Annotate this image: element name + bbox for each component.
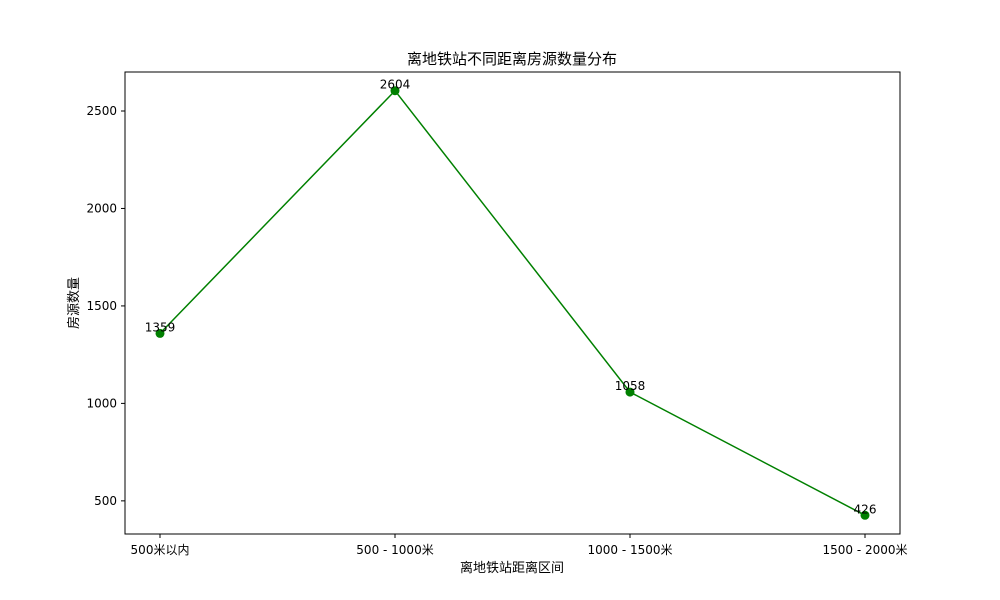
x-axis: 500米以内 500 - 1000米 1000 - 1500米 1500 - 2000… (131, 534, 908, 557)
data-point (860, 510, 870, 520)
y-axis: 500 1000 1500 2000 2500 (86, 104, 125, 508)
y-tick-label: 1500 (86, 299, 117, 313)
data-label: 1058 (615, 379, 646, 393)
y-tick-label: 1000 (86, 396, 117, 410)
y-tick-label: 2500 (86, 104, 117, 118)
y-axis-title: 房源数量 (66, 277, 82, 329)
data-point (625, 387, 635, 397)
x-tick-label: 1000 - 1500米 (587, 543, 672, 557)
data-point (390, 86, 400, 96)
series-line (159, 89, 866, 516)
data-label: 426 (854, 502, 877, 516)
data-point (155, 328, 165, 338)
series-markers (155, 86, 870, 520)
data-labels: 1359 2604 1058 426 (145, 78, 877, 517)
data-label: 1359 (145, 320, 176, 334)
y-tick-label: 500 (94, 494, 117, 508)
data-label: 2604 (380, 78, 411, 92)
x-tick-label: 500 - 1000米 (356, 543, 433, 557)
y-tick-label: 2000 (86, 201, 117, 215)
chart-title: 离地铁站不同距离房源数量分布 (407, 50, 617, 68)
plot-area-frame (124, 71, 901, 535)
x-tick-label: 1500 - 2000米 (822, 543, 907, 557)
x-tick-label: 500米以内 (131, 543, 190, 557)
x-axis-title: 离地铁站距离区间 (460, 560, 564, 576)
